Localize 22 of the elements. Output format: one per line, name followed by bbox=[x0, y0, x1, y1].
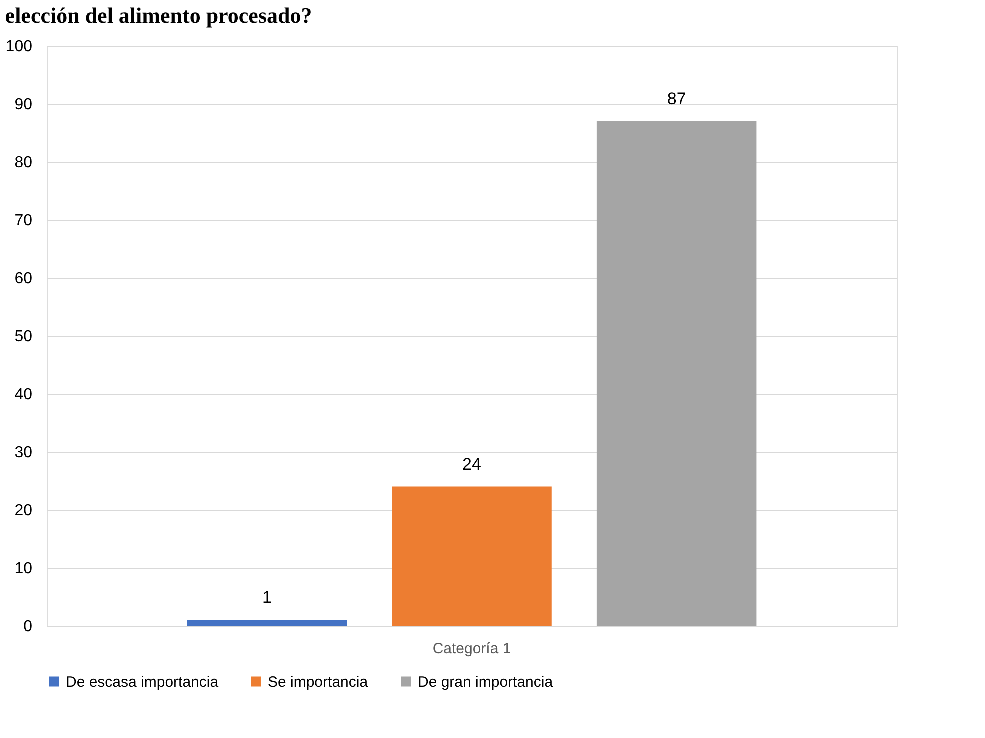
y-tick-label: 70 bbox=[14, 212, 33, 230]
y-tick-label: 50 bbox=[14, 328, 33, 346]
y-tick-label: 80 bbox=[14, 154, 33, 172]
x-tick-label: Categoría 1 bbox=[432, 640, 512, 658]
legend-label: Se importancia bbox=[268, 674, 369, 691]
legend-label: De escasa importancia bbox=[66, 674, 220, 691]
bar bbox=[596, 121, 757, 626]
data-label: 1 bbox=[262, 588, 272, 608]
y-tick-label: 60 bbox=[14, 270, 33, 288]
bar bbox=[392, 486, 552, 626]
y-tick-label: 0 bbox=[24, 618, 33, 636]
bar bbox=[187, 620, 348, 626]
y-tick-label: 100 bbox=[6, 38, 33, 56]
y-tick-label: 20 bbox=[14, 502, 33, 520]
y-tick-label: 30 bbox=[14, 444, 33, 462]
legend-label: De gran importancia bbox=[418, 674, 554, 691]
y-tick-label: 90 bbox=[14, 96, 33, 114]
data-label: 87 bbox=[667, 89, 686, 108]
y-tick-label: 40 bbox=[14, 386, 33, 404]
data-label: 24 bbox=[462, 454, 482, 474]
chart-title: elección del alimento procesado? bbox=[5, 3, 312, 28]
y-tick-label: 10 bbox=[14, 560, 33, 578]
